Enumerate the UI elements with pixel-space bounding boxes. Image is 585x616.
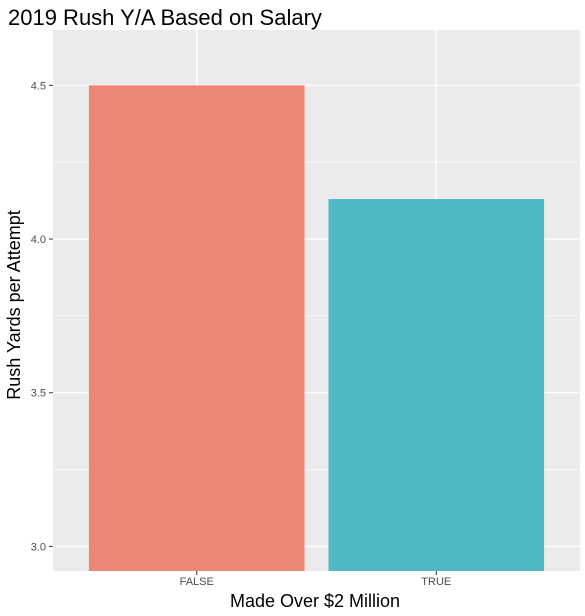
y-axis-title: Rush Yards per Attempt xyxy=(4,210,24,399)
x-tick-label: FALSE xyxy=(180,576,214,588)
y-tick-label: 4.0 xyxy=(31,234,46,246)
y-tick-label: 3.0 xyxy=(31,541,46,553)
y-tick-label: 4.5 xyxy=(31,80,46,92)
bar-true xyxy=(328,199,545,571)
bar-false xyxy=(88,85,305,572)
x-axis-title: Made Over $2 Million xyxy=(230,591,400,611)
chart-title: 2019 Rush Y/A Based on Salary xyxy=(8,5,322,30)
y-tick-label: 3.5 xyxy=(31,388,46,400)
x-tick-label: TRUE xyxy=(421,576,451,588)
bars xyxy=(88,85,545,572)
x-axis-ticks: FALSE TRUE xyxy=(180,571,451,588)
y-axis-ticks: 3.0 3.5 4.0 4.5 xyxy=(31,80,53,553)
